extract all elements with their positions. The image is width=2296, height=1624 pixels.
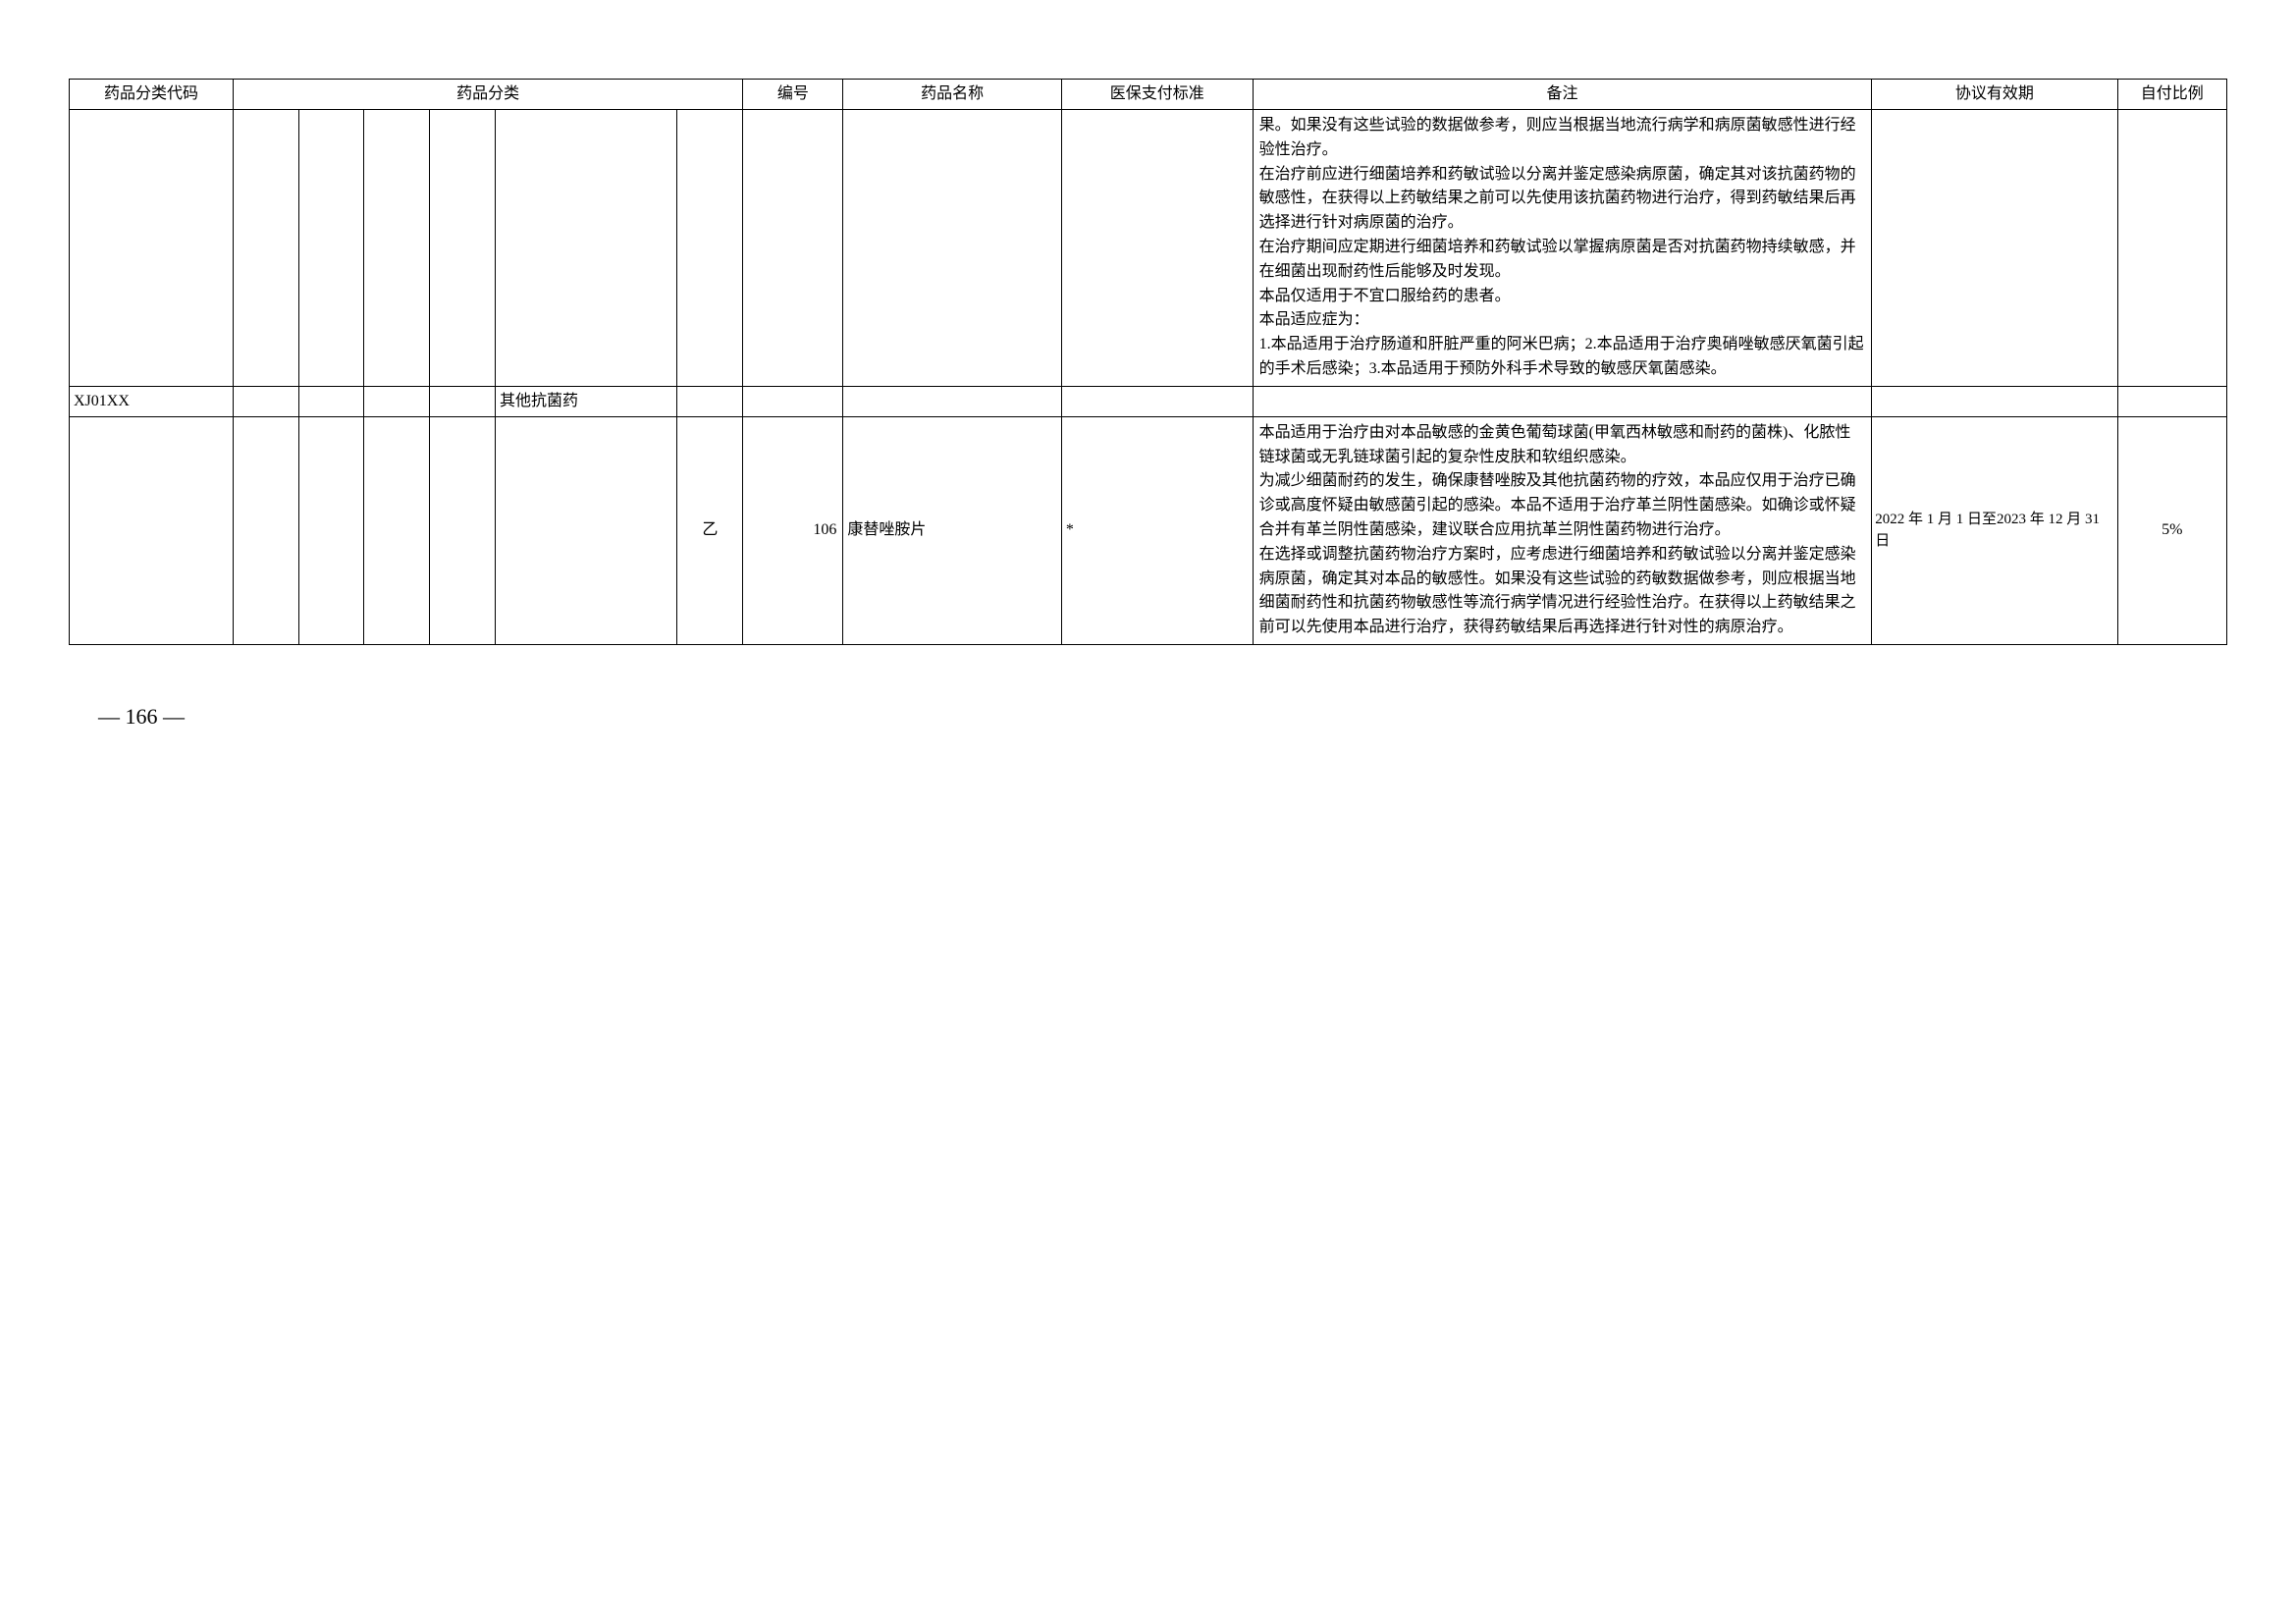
header-number: 编号 [743, 80, 843, 110]
cell-cat2 [298, 416, 364, 644]
cell-cat1 [233, 416, 298, 644]
cell-cat6 [677, 386, 743, 416]
table-body: 果。如果没有这些试验的数据做参考，则应当根据当地流行病学和病原菌敏感性进行经验性… [70, 110, 2227, 645]
cell-name: 康替唑胺片 [843, 416, 1062, 644]
cell-name [843, 386, 1062, 416]
cell-cat3 [364, 416, 430, 644]
cell-cat4 [430, 386, 496, 416]
cell-standard [1061, 386, 1253, 416]
cell-remark: 本品适用于治疗由对本品敏感的金黄色葡萄球菌(甲氧西林敏感和耐药的菌株)、化脓性链… [1253, 416, 1872, 644]
cell-period [1872, 386, 2117, 416]
cell-standard: * [1061, 416, 1253, 644]
cell-remark: 果。如果没有这些试验的数据做参考，则应当根据当地流行病学和病原菌敏感性进行经验性… [1253, 110, 1872, 387]
cell-number [743, 110, 843, 387]
cell-cat5 [495, 416, 676, 644]
cell-cat5 [495, 110, 676, 387]
cell-code: XJ01XX [70, 386, 234, 416]
cell-code [70, 416, 234, 644]
cell-cat5: 其他抗菌药 [495, 386, 676, 416]
cell-cat2 [298, 386, 364, 416]
table-header: 药品分类代码 药品分类 编号 药品名称 医保支付标准 备注 协议有效期 自付比例 [70, 80, 2227, 110]
table-row: 果。如果没有这些试验的数据做参考，则应当根据当地流行病学和病原菌敏感性进行经验性… [70, 110, 2227, 387]
table-row: 乙 106 康替唑胺片 * 本品适用于治疗由对本品敏感的金黄色葡萄球菌(甲氧西林… [70, 416, 2227, 644]
cell-period: 2022 年 1 月 1 日至2023 年 12 月 31 日 [1872, 416, 2117, 644]
cell-ratio [2117, 110, 2226, 387]
cell-cat4 [430, 416, 496, 644]
cell-number: 106 [743, 416, 843, 644]
page-container: 药品分类代码 药品分类 编号 药品名称 医保支付标准 备注 协议有效期 自付比例 [69, 79, 2227, 730]
cell-cat6: 乙 [677, 416, 743, 644]
cell-ratio [2117, 386, 2226, 416]
cell-standard [1061, 110, 1253, 387]
cell-ratio: 5% [2117, 416, 2226, 644]
drug-table: 药品分类代码 药品分类 编号 药品名称 医保支付标准 备注 协议有效期 自付比例 [69, 79, 2227, 645]
cell-cat4 [430, 110, 496, 387]
cell-number [743, 386, 843, 416]
cell-cat2 [298, 110, 364, 387]
cell-cat1 [233, 386, 298, 416]
header-row: 药品分类代码 药品分类 编号 药品名称 医保支付标准 备注 协议有效期 自付比例 [70, 80, 2227, 110]
cell-name [843, 110, 1062, 387]
header-ratio: 自付比例 [2117, 80, 2226, 110]
header-category: 药品分类 [233, 80, 742, 110]
cell-cat3 [364, 110, 430, 387]
header-standard: 医保支付标准 [1061, 80, 1253, 110]
header-code: 药品分类代码 [70, 80, 234, 110]
cell-cat1 [233, 110, 298, 387]
cell-remark [1253, 386, 1872, 416]
cell-cat3 [364, 386, 430, 416]
header-name: 药品名称 [843, 80, 1062, 110]
header-period: 协议有效期 [1872, 80, 2117, 110]
cell-code [70, 110, 234, 387]
cell-cat6 [677, 110, 743, 387]
cell-period [1872, 110, 2117, 387]
page-number: — 166 — [69, 704, 2227, 730]
table-row: XJ01XX 其他抗菌药 [70, 386, 2227, 416]
header-remark: 备注 [1253, 80, 1872, 110]
